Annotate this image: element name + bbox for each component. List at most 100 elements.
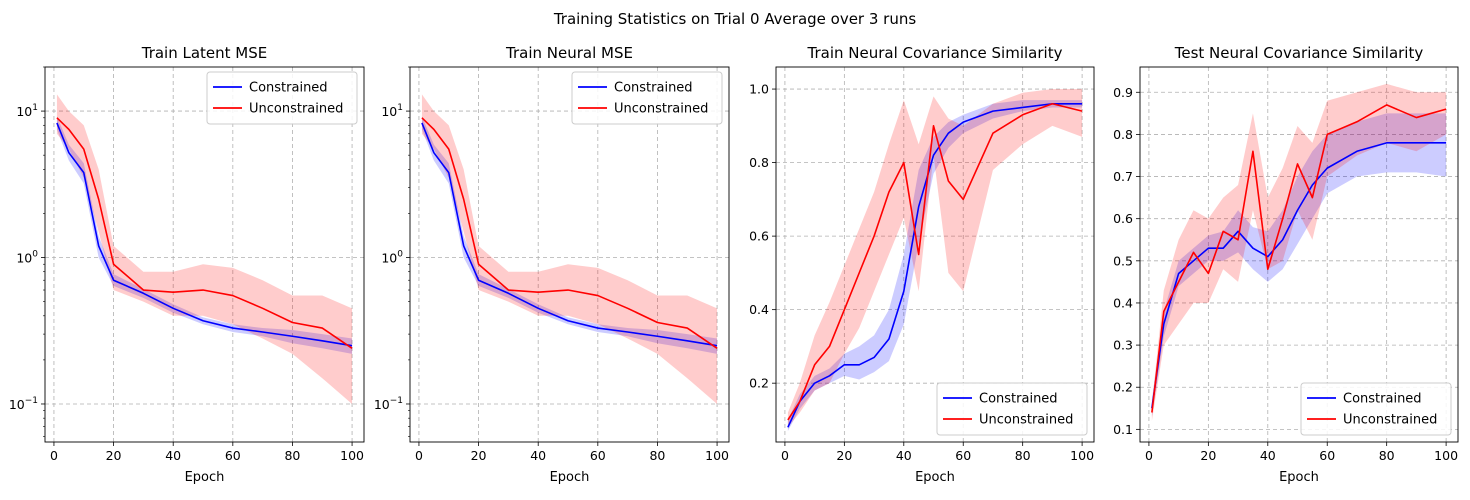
series-band-unconstrained [56,94,353,404]
x-tick-label: 0 [1145,448,1153,463]
chart-panel-3: Train Neural Covariance Similarity 0 20 40 6… [749,44,1095,485]
y-tick-base: 10 [381,104,397,119]
chart-title: Train Latent MSE [141,44,268,62]
legend-box [1300,382,1452,436]
series-band-constrained [787,100,1083,431]
x-axis-label: Epoch [1279,470,1319,485]
x-tick-label: 40 [1260,448,1276,463]
y-tick-label: 0.7 [1113,169,1133,184]
y-tick-base: 10 [16,251,32,266]
x-axis-label: Epoch [915,470,955,485]
series-line-unconstrained [1151,104,1447,413]
x-tick-label: 100 [340,448,364,463]
y-tick-label: 0.5 [1113,253,1133,268]
x-tick-label: 80 [284,448,300,463]
y-tick-exponent: 0 [32,250,38,260]
x-tick-label: 40 [896,448,912,463]
legend: Constrained Unconstrained [571,71,723,125]
legend-label-constrained: Constrained [1343,392,1422,407]
x-tick-label: 40 [165,448,181,463]
x-tick-label: 20 [1200,448,1216,463]
plot-frame [44,66,365,443]
y-tick-exponent: −1 [390,396,403,406]
legend-label-constrained: Constrained [979,392,1058,407]
y-tick-label: 100 [16,250,38,266]
figure-suptitle: Training Statistics on Trial 0 Average o… [553,10,917,28]
plot-frame [775,66,1095,443]
chart-title: Train Neural Covariance Similarity [807,44,1063,62]
y-tick-label: 0.6 [749,229,769,244]
y-tick-label: 0.4 [1113,295,1133,310]
y-tick-label: 0.4 [749,302,769,317]
legend-label-unconstrained: Unconstrained [614,102,708,117]
legend-label-constrained: Constrained [249,81,328,96]
x-tick-label: 0 [50,448,58,463]
x-tick-label: 60 [590,448,606,463]
legend: Constrained Unconstrained [936,382,1088,436]
legend-label-unconstrained: Unconstrained [979,413,1073,428]
series-band-constrained [1151,113,1447,417]
x-tick-label: 100 [705,448,729,463]
x-tick-label: 60 [225,448,241,463]
x-tick-label: 20 [106,448,122,463]
series-band-unconstrained [787,89,1083,428]
legend-box [206,71,358,125]
y-tick-exponent: 1 [32,103,38,113]
chart-panel-4: Test Neural Covariance Similarity 0 20 40 60… [1113,44,1459,485]
legend: Constrained Unconstrained [1300,382,1452,436]
x-tick-label: 0 [415,448,423,463]
y-tick-label: 10−1 [374,396,403,412]
x-tick-label: 80 [1379,448,1395,463]
x-tick-label: 100 [1070,448,1094,463]
y-tick-label: 101 [16,103,38,119]
x-tick-label: 20 [836,448,852,463]
y-tick-label: 0.2 [749,376,769,391]
series-line-constrained [1151,142,1447,409]
y-tick-base: 10 [16,104,32,119]
x-axis-label: Epoch [550,470,590,485]
y-tick-label: 0.3 [1113,338,1133,353]
legend-box [571,71,723,125]
x-tick-label: 60 [1319,448,1335,463]
series-line-constrained [421,122,718,347]
y-tick-label: 100 [381,250,403,266]
y-tick-label: 101 [381,103,403,119]
x-tick-label: 100 [1434,448,1458,463]
y-tick-base: 10 [381,251,397,266]
series-line-unconstrained [421,117,718,349]
y-tick-label: 0.8 [1113,127,1133,142]
y-tick-label: 0.6 [1113,211,1133,226]
y-tick-exponent: 0 [397,250,403,260]
plot-frame [1139,66,1459,443]
chart-title: Test Neural Covariance Similarity [1174,44,1424,62]
y-tick-label: 0.8 [749,155,769,170]
x-axis-label: Epoch [185,470,225,485]
legend-label-unconstrained: Unconstrained [1343,413,1437,428]
series-line-constrained [787,102,1083,428]
y-tick-label: 0.9 [1113,85,1133,100]
chart-title: Train Neural MSE [505,44,633,62]
series-line-constrained [56,122,353,347]
y-tick-label: 0.1 [1113,422,1133,437]
x-tick-label: 0 [781,448,789,463]
plot-frame [409,66,730,443]
legend-label-unconstrained: Unconstrained [249,102,343,117]
y-tick-label: 1.0 [749,82,769,97]
y-tick-exponent: 1 [397,103,403,113]
y-tick-base: 10 [374,397,390,412]
y-tick-label: 10−1 [9,396,38,412]
x-tick-label: 40 [530,448,546,463]
x-tick-label: 20 [471,448,487,463]
y-tick-label: 0.2 [1113,380,1133,395]
series-line-unconstrained [787,102,1083,421]
y-tick-base: 10 [9,397,25,412]
x-tick-label: 60 [955,448,971,463]
legend-box [936,382,1088,436]
y-tick-exponent: −1 [25,396,38,406]
x-tick-label: 80 [1015,448,1031,463]
legend: Constrained Unconstrained [206,71,358,125]
legend-label-constrained: Constrained [614,81,693,96]
